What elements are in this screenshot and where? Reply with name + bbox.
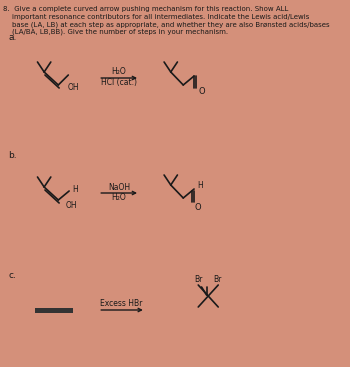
- Text: H₂O: H₂O: [112, 68, 126, 76]
- Text: (LA/BA, LB,BB). Give the number of steps in your mechanism.: (LA/BA, LB,BB). Give the number of steps…: [4, 29, 229, 35]
- Text: Br: Br: [213, 276, 222, 284]
- Text: NaOH: NaOH: [108, 182, 130, 192]
- Text: O: O: [198, 87, 205, 97]
- Text: b.: b.: [8, 150, 17, 160]
- Text: base (LA, LB) at each step as appropriate, and whether they are also Brønsted ac: base (LA, LB) at each step as appropriat…: [4, 21, 330, 28]
- Text: HCl (cat.): HCl (cat.): [101, 79, 137, 87]
- Text: H: H: [72, 185, 78, 193]
- Text: H: H: [197, 182, 203, 190]
- Text: Br: Br: [194, 276, 202, 284]
- FancyBboxPatch shape: [35, 308, 73, 312]
- Text: 8.  Give a complete curved arrow pushing mechanism for this reaction. Show ALL: 8. Give a complete curved arrow pushing …: [4, 6, 289, 12]
- Text: OH: OH: [68, 84, 79, 92]
- Text: H₂O: H₂O: [112, 193, 126, 203]
- Text: c.: c.: [8, 270, 16, 280]
- Text: important resonance contributors for all intermediates. Indicate the Lewis acid/: important resonance contributors for all…: [4, 14, 310, 19]
- Text: a.: a.: [8, 33, 17, 43]
- Text: OH: OH: [66, 200, 77, 210]
- Text: O: O: [195, 203, 202, 211]
- Text: Excess HBr: Excess HBr: [100, 298, 143, 308]
